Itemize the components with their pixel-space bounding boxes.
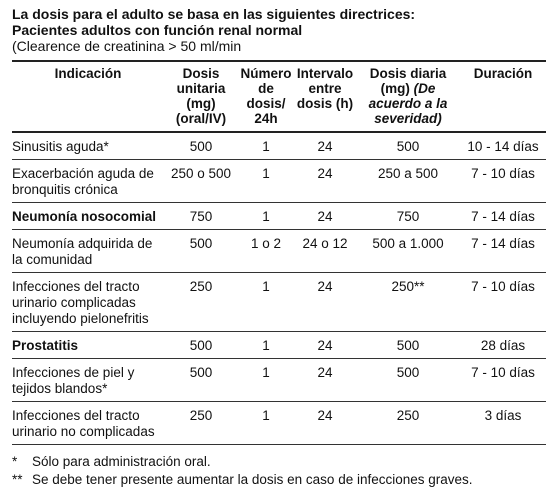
- cell: 500: [164, 229, 238, 273]
- cell: 250: [164, 272, 238, 332]
- cell: 500: [356, 331, 460, 359]
- table-body: Sinusitis aguda* 500 1 24 500 10 - 14 días Exa…: [12, 132, 546, 445]
- cell: 250**: [356, 272, 460, 332]
- indication: Infecciones del tracto urinario no compl…: [12, 401, 164, 445]
- cell: 250 o 500: [164, 159, 238, 203]
- cell: 24: [294, 202, 356, 230]
- cell: 500: [356, 358, 460, 402]
- cell: 750: [356, 202, 460, 230]
- column-header: Indicación: [12, 60, 164, 133]
- cell: 250 a 500: [356, 159, 460, 203]
- cell: 1: [238, 401, 294, 445]
- footnote-text: Sólo para administración oral.: [32, 454, 211, 469]
- table-row: Infecciones del tracto urinario complica…: [12, 272, 546, 332]
- cell: 500 a 1.000: [356, 229, 460, 273]
- cell: 1: [238, 331, 294, 359]
- table-row: Infecciones de piel y tejidos blandos* 50…: [12, 358, 546, 402]
- dosage-table: Indicación Dosis unitaria (mg) (oral/IV) N…: [12, 60, 546, 445]
- cell: 10 - 14 días: [460, 132, 546, 160]
- table-row: Neumonía adquirida de la comunidad 500 1 o…: [12, 229, 546, 273]
- table-row: Neumonía nosocomial 750 1 24 750 7 - 14 días: [12, 202, 546, 230]
- header-text: Duración: [473, 66, 533, 81]
- cell: 1 o 2: [238, 229, 294, 273]
- cell: 24: [294, 159, 356, 203]
- cell: 1: [238, 202, 294, 230]
- indication: Infecciones del tracto urinario complica…: [12, 272, 164, 332]
- footnote: * Sólo para administración oral.: [12, 453, 547, 471]
- cell: 24: [294, 132, 356, 160]
- cell: 750: [164, 202, 238, 230]
- header-row: Indicación Dosis unitaria (mg) (oral/IV) N…: [12, 60, 546, 133]
- footnote-mark: **: [12, 472, 23, 487]
- cell: 1: [238, 272, 294, 332]
- column-header: Dosis diaria (mg) (De acuerdo a la sever…: [356, 60, 460, 133]
- cell: 7 - 10 días: [460, 272, 546, 332]
- indication: Infecciones de piel y tejidos blandos*: [12, 358, 164, 402]
- header-text: Dosis unitaria (mg) (oral/IV): [175, 66, 227, 126]
- cell: 28 días: [460, 331, 546, 359]
- header-text: Dosis diaria (mg): [369, 66, 447, 96]
- column-header: Intervalo entre dosis (h): [294, 60, 356, 133]
- cell: 7 - 10 días: [460, 358, 546, 402]
- subtitle: Pacientes adultos con función renal norm…: [12, 22, 303, 38]
- cell: 1: [238, 358, 294, 402]
- indication: Neumonía nosocomial: [12, 202, 164, 230]
- header-text: (De acuerdo a la severidad): [368, 81, 448, 126]
- header-text: Número de dosis/ 24h: [240, 66, 292, 126]
- cell: 500: [164, 331, 238, 359]
- footnote: ** Se debe tener presente aumentar la dos…: [12, 471, 547, 489]
- cell: 500: [164, 132, 238, 160]
- cell: 24: [294, 272, 356, 332]
- cell: 24: [294, 331, 356, 359]
- cell: 24: [294, 401, 356, 445]
- cell: 1: [238, 132, 294, 160]
- cell: 1: [238, 159, 294, 203]
- cell: 7 - 10 días: [460, 159, 546, 203]
- cell: 250: [164, 401, 238, 445]
- cell: 500: [164, 358, 238, 402]
- indication: Sinusitis aguda*: [12, 132, 164, 160]
- table-row: Sinusitis aguda* 500 1 24 500 10 - 14 días: [12, 132, 546, 160]
- cell: 24 o 12: [294, 229, 356, 273]
- footnote-text: Se debe tener presente aumentar la dosis…: [32, 472, 473, 487]
- note: (Clearence de creatinina > 50 ml/min: [12, 38, 242, 54]
- cell: 250: [356, 401, 460, 445]
- header-text: Indicación: [54, 66, 122, 81]
- indication: Neumonía adquirida de la comunidad: [12, 229, 164, 273]
- indication: Prostatitis: [12, 331, 164, 359]
- indication: Exacerbación aguda de bronquitis crónica: [12, 159, 164, 203]
- column-header: Número de dosis/ 24h: [238, 60, 294, 133]
- cell: 24: [294, 358, 356, 402]
- cell: 3 días: [460, 401, 546, 445]
- footnote-mark: *: [12, 454, 18, 469]
- header-text: Intervalo entre dosis (h): [296, 66, 354, 111]
- table-row: Infecciones del tracto urinario no compl…: [12, 401, 546, 445]
- column-header: Dosis unitaria (mg) (oral/IV): [164, 60, 238, 133]
- table-row: Exacerbación aguda de bronquitis crónica…: [12, 159, 546, 203]
- footnotes: * Sólo para administración oral. ** Se debe…: [12, 453, 547, 489]
- table-row: Prostatitis 500 1 24 500 28 días: [12, 331, 546, 359]
- cell: 500: [356, 132, 460, 160]
- column-header: Duración: [460, 60, 546, 133]
- cell: 7 - 14 días: [460, 229, 546, 273]
- title: La dosis para el adulto se basa en las s…: [12, 6, 416, 22]
- cell: 7 - 14 días: [460, 202, 546, 230]
